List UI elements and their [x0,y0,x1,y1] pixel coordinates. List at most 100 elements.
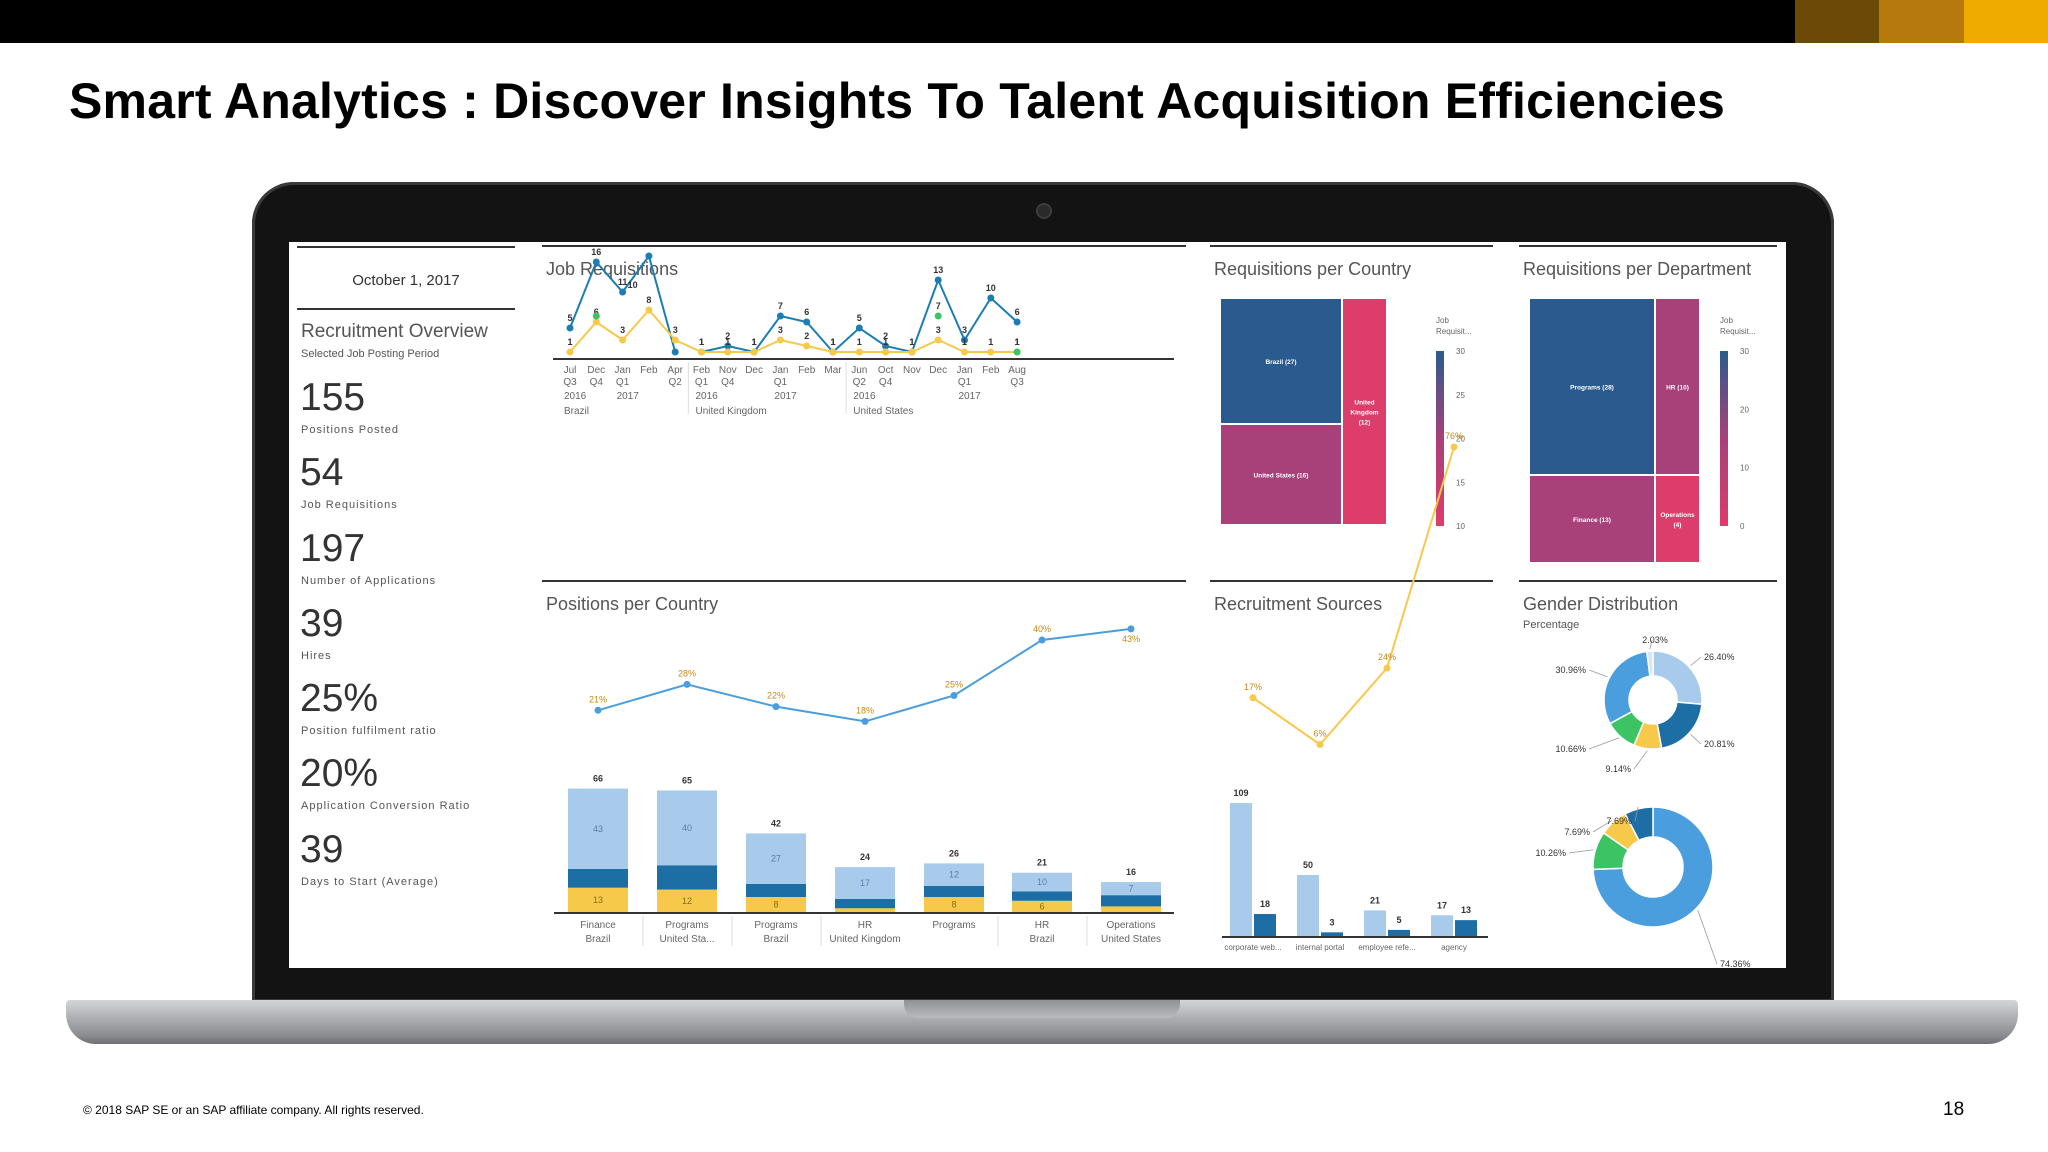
line-point-label: 18% [856,705,874,715]
bar-segment [835,898,895,909]
tick-label: United Kingdom [696,406,767,417]
donut-slice [1652,650,1703,706]
category-label: Brazil [763,934,788,945]
category-label: Programs [932,920,975,931]
kpi-label: Hires [301,650,332,662]
bar-segment [1101,882,1161,896]
data-point [724,342,732,350]
data-point [619,288,627,296]
category-label: HR [1035,920,1049,931]
bar-segment-label: 8 [773,900,778,910]
data-point [855,324,863,332]
tick-label: Dec [745,365,763,376]
data-label: 13 [933,265,943,275]
tick-label: Dec [587,365,605,376]
tick-label: Nov [719,365,737,376]
bar-total-label: 66 [593,774,603,784]
data-point [882,348,890,356]
line-point-label: 43% [1122,634,1140,644]
tick-label: Oct [878,365,894,376]
data-point [592,312,600,320]
leader-line [1690,734,1702,745]
color-scale-bar [1720,351,1728,526]
data-label: 1 [909,337,914,347]
category-label: United Sta... [659,934,714,945]
slice-label: 10.66% [1555,744,1586,754]
tick-label: Feb [640,365,658,376]
leader-line [1634,806,1639,822]
req-country-title: Requisitions per Country [1214,259,1412,279]
selected-date[interactable]: October 1, 2017 [352,272,460,289]
cell-label: Finance (13) [1573,517,1611,524]
slice-label: 30.96% [1555,665,1586,675]
data-label: 6 [594,307,599,317]
category-label: Brazil [1029,934,1054,945]
legend-title: Job [1720,316,1733,325]
category-label: agency [1441,943,1467,952]
category-label: United States [1101,934,1161,945]
category-label: Operations [1107,920,1156,931]
donut-slice [1592,806,1714,928]
bar [1321,932,1343,936]
data-label: 8 [646,295,651,305]
line-point-label: 76% [1445,431,1463,441]
tick-label: Feb [798,365,816,376]
data-label: 1 [1015,337,1020,347]
bar-segment [1012,891,1072,901]
bar-segment [746,883,806,898]
data-point [882,342,890,350]
dashboard-screen: October 1, 2017 Recruitment Overview Sel… [289,242,1786,968]
data-label: 1 [857,337,862,347]
line-point [1127,625,1135,633]
legend-tick: 15 [1456,478,1465,487]
slice-label: 9.14% [1605,764,1631,774]
data-label: 3 [962,325,967,335]
divider [1519,580,1777,582]
data-label: 1 [725,337,730,347]
kpi-value: 197 [300,527,366,570]
bar-segment [924,897,984,912]
bar-segment-label: 13 [593,895,603,905]
bar-label: 50 [1303,860,1313,870]
data-label: 11 [618,277,628,287]
data-label: 10 [986,283,996,293]
divider [1210,580,1493,582]
tick-label: 2017 [617,391,640,402]
tick-label: Jun [851,365,867,376]
tick-label: Q1 [616,377,630,388]
leader-line [1649,639,1653,650]
data-label: 6 [804,307,809,317]
bar-segment [924,863,984,886]
kpi-label: Days to Start (Average) [301,876,439,888]
data-point [829,348,837,356]
tick-label: Q1 [695,377,709,388]
bar-segment-label: 12 [682,896,692,906]
bar-label: 13 [1461,905,1471,915]
cell-label: United [1354,400,1374,407]
data-label: 2 [725,331,730,341]
data-point [776,336,784,344]
line-point-label: 28% [678,668,696,678]
tick-label: Q4 [721,377,735,388]
data-label: 5 [567,313,572,323]
cell-label: Brazil (27) [1265,359,1296,366]
data-point [961,336,968,344]
tick-label: Q1 [958,377,972,388]
bar-label: 21 [1370,895,1380,905]
bar [1254,914,1276,936]
tick-label: Jul [564,365,577,376]
line-point-label: 25% [945,680,963,690]
slice-label: 74.36% [1720,959,1751,968]
bar-segment-label: 17 [860,878,870,888]
top-bar [0,0,2048,43]
category-label: Finance [580,920,616,931]
bar [1230,803,1252,936]
data-point [566,348,574,356]
bar-segment-label: 40 [682,823,692,833]
category-label: Brazil [585,934,610,945]
bar-segment [835,867,895,899]
recruitment-sources-chart: 109 18 corporate web... 50 3 internal portal 2… [1222,431,1488,952]
cell-label: (4) [1674,522,1682,529]
tick-label: Q4 [590,377,604,388]
bar-total-label: 42 [771,818,781,828]
